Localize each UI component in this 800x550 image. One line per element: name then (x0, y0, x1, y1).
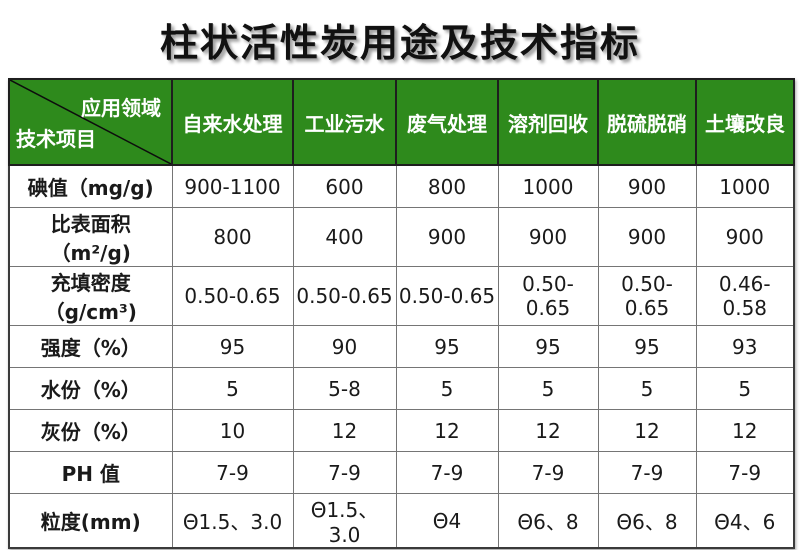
table-row-strength: 强度（%） 95 90 95 95 95 93 (8, 325, 795, 368)
table-cell: 5 (171, 367, 294, 410)
table-cell: 900 (695, 207, 795, 267)
table-row-iodine-value: 碘值（mg/g) 900-1100 600 800 1000 900 1000 (8, 164, 795, 208)
row-label: 碘值（mg/g) (8, 164, 173, 208)
table-cell: 0.50-0.65 (171, 266, 294, 326)
row-label: PH 值 (8, 451, 173, 494)
page-title: 柱状活性炭用途及技术指标 (159, 20, 640, 65)
title-bar: 柱状活性炭用途及技术指标 (0, 0, 800, 78)
table-row-moisture: 水份（%） 5 5-8 5 5 5 5 (8, 367, 795, 410)
table-cell: 1000 (695, 164, 795, 208)
table-cell: Θ1.5、3.0 (292, 493, 397, 549)
table-cell: 7-9 (597, 451, 697, 494)
column-header-waste-gas: 废气处理 (395, 78, 499, 166)
table-cell: 12 (695, 409, 795, 452)
table-cell: 1000 (497, 164, 599, 208)
table-row-ash: 灰份（%） 10 12 12 12 12 12 (8, 409, 795, 452)
table-cell: 95 (597, 325, 697, 368)
table-cell: 95 (395, 325, 499, 368)
table-row-surface-area: 比表面积（m²/g) 800 400 900 900 900 900 (8, 207, 795, 267)
table-row-packing-density: 充填密度（g/cm³) 0.50-0.65 0.50-0.65 0.50-0.6… (8, 266, 795, 326)
table-cell: 900 (497, 207, 599, 267)
row-label: 水份（%） (8, 367, 173, 410)
table-cell: 400 (292, 207, 397, 267)
row-label: 灰份（%） (8, 409, 173, 452)
column-header-desulfurization: 脱硫脱硝 (597, 78, 697, 166)
row-label: 比表面积（m²/g) (8, 207, 173, 267)
table-cell: 0.50-0.65 (597, 266, 697, 326)
table-cell: Θ6、8 (597, 493, 697, 549)
table-cell: 7-9 (497, 451, 599, 494)
row-label: 充填密度（g/cm³) (8, 266, 173, 326)
column-header-tap-water: 自来水处理 (171, 78, 294, 166)
column-header-industrial-sewage: 工业污水 (292, 78, 397, 166)
table-cell: Θ1.5、3.0 (171, 493, 294, 549)
table-row-ph: PH 值 7-9 7-9 7-9 7-9 7-9 7-9 (8, 451, 795, 494)
table-cell: 600 (292, 164, 397, 208)
diagonal-divider (10, 80, 171, 164)
table-cell: 93 (695, 325, 795, 368)
table-cell: 95 (497, 325, 599, 368)
corner-label-application-field: 应用领域 (81, 96, 161, 120)
table-cell: 7-9 (171, 451, 294, 494)
table-cell: 5 (695, 367, 795, 410)
table-row-particle-size: 粒度(mm) Θ1.5、3.0 Θ1.5、3.0 Θ4 Θ6、8 Θ6、8 Θ4… (8, 493, 795, 549)
spec-table: 应用领域 技术项目 自来水处理 工业污水 废气处理 溶剂回收 脱硫脱硝 土壤改良… (8, 78, 795, 549)
table-cell: 5 (395, 367, 499, 410)
table-cell: 800 (395, 164, 499, 208)
table-cell: 7-9 (292, 451, 397, 494)
table-cell: 5 (597, 367, 697, 410)
table-cell: 0.50-0.65 (497, 266, 599, 326)
table-cell: 10 (171, 409, 294, 452)
corner-label-technical-item: 技术项目 (16, 127, 96, 151)
table-cell: 95 (171, 325, 294, 368)
table-cell: 900 (597, 207, 697, 267)
row-label: 强度（%） (8, 325, 173, 368)
table-cell: 12 (395, 409, 499, 452)
table-cell: 12 (292, 409, 397, 452)
table-cell: 7-9 (395, 451, 499, 494)
table-cell: 900-1100 (171, 164, 294, 208)
table-cell: 800 (171, 207, 294, 267)
table-cell: 7-9 (695, 451, 795, 494)
table-cell: 900 (597, 164, 697, 208)
table-cell: 0.50-0.65 (292, 266, 397, 326)
table-cell: Θ4、6 (695, 493, 795, 549)
corner-header-cell: 应用领域 技术项目 (8, 78, 173, 166)
table-cell: 5-8 (292, 367, 397, 410)
table-cell: 12 (497, 409, 599, 452)
table-cell: 0.50-0.65 (395, 266, 499, 326)
column-header-soil-improvement: 土壤改良 (695, 78, 795, 166)
table-cell: 90 (292, 325, 397, 368)
table-cell: 0.46-0.58 (695, 266, 795, 326)
table-cell: 12 (597, 409, 697, 452)
column-header-solvent-recovery: 溶剂回收 (497, 78, 599, 166)
table-cell: 900 (395, 207, 499, 267)
row-label: 粒度(mm) (8, 493, 173, 549)
table-cell: 5 (497, 367, 599, 410)
header-row: 应用领域 技术项目 自来水处理 工业污水 废气处理 溶剂回收 脱硫脱硝 土壤改良 (8, 78, 795, 166)
table-cell: Θ4 (395, 493, 499, 549)
table-cell: Θ6、8 (497, 493, 599, 549)
